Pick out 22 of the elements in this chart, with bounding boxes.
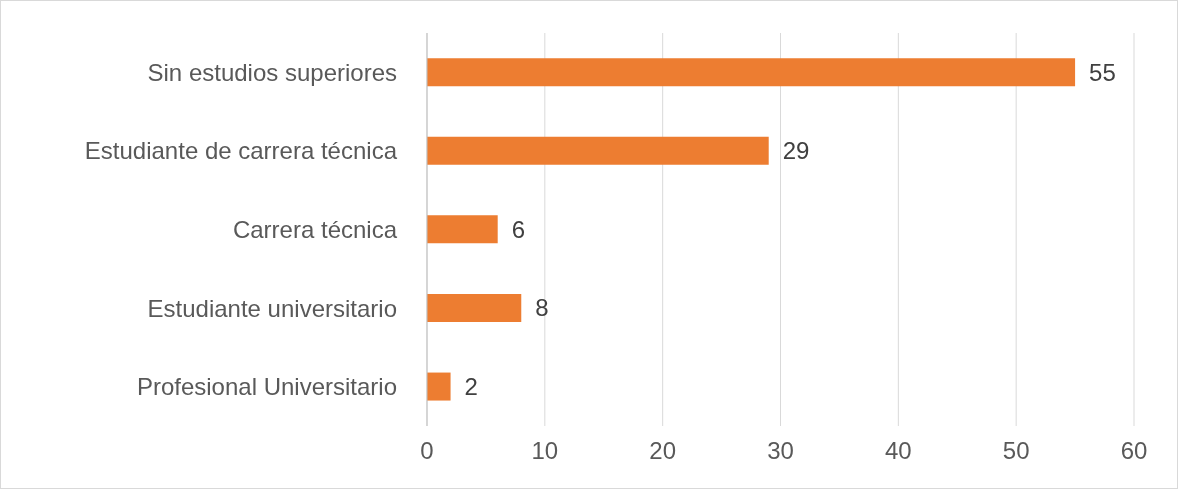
data-label: 2 xyxy=(464,373,478,401)
y-tick-label: Estudiante de carrera técnica xyxy=(84,137,398,165)
data-label: 55 xyxy=(1089,58,1116,86)
y-tick-label: Carrera técnica xyxy=(232,216,398,244)
data-label: 6 xyxy=(511,215,526,243)
x-tick-label: 0 xyxy=(420,437,434,465)
y-tick-label: Sin estudios superiores xyxy=(147,58,397,86)
bar xyxy=(427,215,498,244)
bar xyxy=(427,293,522,322)
bar xyxy=(427,58,1076,87)
x-tick-label: 30 xyxy=(767,437,794,465)
y-tick-label: Estudiante universitario xyxy=(147,294,397,322)
x-tick-label: 10 xyxy=(531,437,559,465)
bar xyxy=(427,372,451,401)
x-tick-label: 20 xyxy=(649,437,677,465)
x-tick-label: 50 xyxy=(1002,437,1030,465)
y-tick-label: Profesional Universitario xyxy=(136,373,397,401)
x-tick-label: 60 xyxy=(1120,437,1148,465)
data-label: 8 xyxy=(535,294,549,322)
data-label: 29 xyxy=(782,137,810,165)
bar xyxy=(427,136,769,165)
x-tick-label: 40 xyxy=(884,437,912,465)
